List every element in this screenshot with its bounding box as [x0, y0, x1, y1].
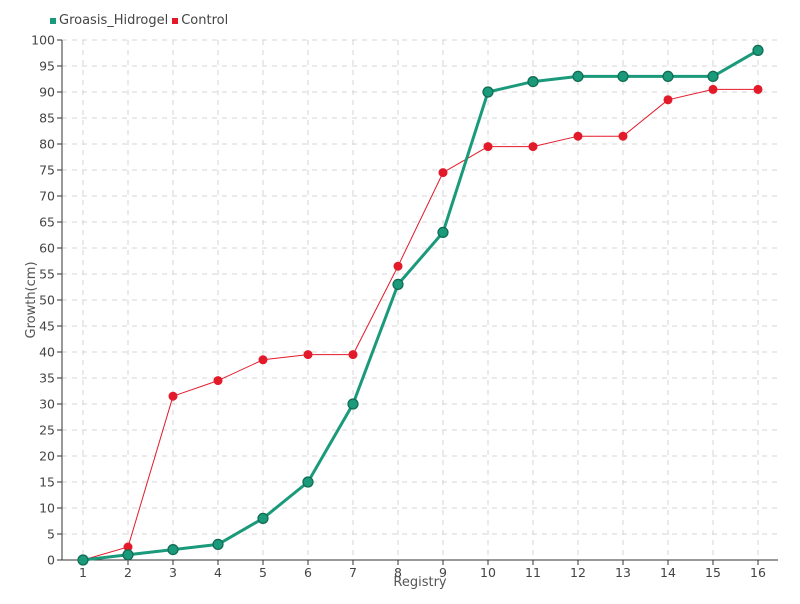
data-point-groasis[interactable]: [752, 44, 764, 57]
data-point-control[interactable]: [258, 355, 268, 365]
y-tick-label: 20: [39, 449, 55, 464]
data-point-control[interactable]: [123, 542, 133, 552]
y-axis-label: Growth(cm): [24, 261, 39, 338]
x-tick-label: 14: [660, 565, 676, 580]
y-tick-label: 70: [39, 189, 55, 204]
y-tick-label: 0: [47, 553, 55, 568]
y-tick-label: 40: [39, 345, 55, 360]
x-tick-label: 9: [439, 565, 447, 580]
data-point-control[interactable]: [528, 142, 538, 152]
x-tick-label: 13: [615, 565, 631, 580]
grid: [62, 39, 778, 560]
legend-swatch-control: [172, 17, 179, 24]
legend: Groasis_Hidrogel Control: [50, 13, 232, 28]
data-point-control[interactable]: [213, 376, 223, 386]
y-tick-label: 100: [31, 33, 55, 48]
x-tick-label: 11: [525, 565, 541, 580]
data-point-groasis[interactable]: [77, 554, 89, 566]
axes: 0510152025303540455055606570758085909510…: [31, 33, 778, 580]
x-tick-label: 15: [705, 565, 721, 580]
y-tick-label: 10: [39, 501, 55, 516]
data-point-groasis[interactable]: [482, 86, 494, 98]
data-point-groasis[interactable]: [212, 538, 224, 551]
series-line-control: [82, 88, 758, 561]
series-line-groasis: [82, 49, 759, 562]
y-tick-label: 60: [39, 241, 55, 256]
data-point-groasis[interactable]: [707, 70, 719, 83]
x-tick-label: 6: [304, 565, 312, 580]
y-tick-label: 35: [39, 371, 55, 386]
data-point-groasis[interactable]: [347, 398, 359, 410]
series-groasis: [77, 44, 764, 566]
x-tick-label: 12: [570, 565, 586, 580]
data-point-groasis[interactable]: [122, 549, 134, 561]
data-point-groasis[interactable]: [257, 512, 269, 525]
data-point-control[interactable]: [483, 142, 493, 152]
x-tick-label: 10: [480, 565, 496, 580]
data-point-control[interactable]: [618, 131, 628, 141]
y-tick-label: 55: [39, 267, 55, 282]
legend-label-groasis: Groasis_Hidrogel: [59, 13, 169, 28]
y-tick-label: 75: [39, 163, 55, 178]
x-tick-label: 7: [349, 565, 357, 580]
series: [77, 44, 764, 566]
data-point-control[interactable]: [303, 350, 313, 360]
legend-item-control[interactable]: Control: [172, 13, 228, 28]
x-tick-label: 5: [259, 565, 267, 580]
data-point-control[interactable]: [663, 95, 673, 105]
y-tick-label: 65: [39, 215, 55, 230]
data-point-control[interactable]: [573, 131, 583, 141]
data-point-groasis[interactable]: [527, 75, 539, 88]
legend-label-control: Control: [181, 13, 229, 28]
y-tick-label: 5: [47, 527, 55, 542]
data-point-control[interactable]: [753, 84, 763, 94]
y-tick-label: 25: [39, 423, 55, 438]
x-tick-label: 2: [124, 565, 132, 580]
y-tick-label: 50: [39, 293, 55, 308]
y-tick-label: 45: [39, 319, 55, 334]
legend-item-groasis[interactable]: Groasis_Hidrogel: [50, 13, 168, 28]
x-tick-label: 3: [169, 565, 177, 580]
x-axis-label: Registry: [393, 575, 447, 590]
y-tick-label: 85: [39, 111, 55, 126]
data-point-groasis[interactable]: [572, 70, 584, 83]
y-tick-label: 30: [39, 397, 55, 412]
data-point-control[interactable]: [708, 84, 718, 94]
y-tick-label: 15: [39, 475, 55, 490]
x-tick-label: 8: [394, 565, 402, 580]
y-tick-label: 95: [39, 59, 55, 74]
data-point-control[interactable]: [168, 391, 178, 401]
data-point-control[interactable]: [438, 168, 448, 178]
y-tick-label: 90: [39, 85, 55, 100]
data-point-groasis[interactable]: [302, 476, 314, 488]
x-tick-label: 1: [79, 565, 87, 580]
data-point-control[interactable]: [348, 350, 358, 360]
x-tick-label: 16: [750, 565, 766, 580]
data-point-control[interactable]: [393, 261, 403, 271]
legend-swatch-groasis: [50, 17, 56, 24]
data-point-groasis[interactable]: [662, 70, 674, 83]
y-tick-label: 80: [39, 137, 55, 152]
data-point-groasis[interactable]: [167, 543, 179, 556]
data-point-groasis[interactable]: [617, 70, 629, 83]
data-point-groasis[interactable]: [437, 226, 449, 238]
data-point-groasis[interactable]: [392, 278, 404, 290]
series-control: [78, 84, 763, 565]
x-tick-label: 4: [214, 565, 222, 580]
